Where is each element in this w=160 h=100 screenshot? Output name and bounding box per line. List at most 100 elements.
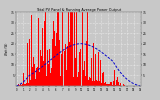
Bar bbox=[61, 54, 62, 86]
Bar bbox=[31, 15, 32, 86]
Bar bbox=[37, 67, 38, 86]
Bar bbox=[80, 49, 81, 86]
Bar bbox=[93, 43, 94, 86]
Bar bbox=[92, 81, 93, 86]
Bar bbox=[49, 49, 50, 86]
Bar bbox=[96, 80, 97, 86]
Bar bbox=[20, 84, 21, 86]
Bar bbox=[27, 78, 28, 86]
Bar bbox=[53, 21, 54, 86]
Bar bbox=[32, 67, 33, 86]
Bar bbox=[45, 12, 46, 86]
Bar bbox=[79, 52, 80, 86]
Bar bbox=[84, 60, 85, 86]
Bar bbox=[50, 73, 51, 86]
Bar bbox=[119, 84, 120, 86]
Bar bbox=[88, 80, 89, 86]
Bar bbox=[39, 72, 40, 86]
Bar bbox=[24, 84, 25, 86]
Bar bbox=[55, 46, 56, 86]
Bar bbox=[70, 12, 71, 86]
Bar bbox=[42, 28, 43, 86]
Bar bbox=[52, 39, 53, 86]
Bar bbox=[85, 76, 86, 86]
Bar bbox=[71, 12, 72, 86]
Bar bbox=[114, 70, 115, 86]
Bar bbox=[107, 84, 108, 86]
Bar bbox=[46, 76, 47, 86]
Bar bbox=[86, 41, 87, 86]
Bar bbox=[83, 70, 84, 86]
Bar bbox=[57, 12, 58, 86]
Bar bbox=[58, 12, 59, 86]
Bar bbox=[34, 64, 35, 86]
Bar bbox=[99, 81, 100, 86]
Bar bbox=[21, 85, 22, 86]
Bar bbox=[33, 57, 34, 86]
Bar bbox=[104, 83, 105, 86]
Bar bbox=[105, 82, 106, 86]
Bar bbox=[102, 73, 103, 86]
Y-axis label: Watt (W): Watt (W) bbox=[5, 43, 9, 55]
Bar bbox=[120, 83, 121, 86]
Bar bbox=[111, 82, 112, 86]
Bar bbox=[69, 42, 70, 86]
Bar bbox=[48, 64, 49, 86]
Bar bbox=[30, 80, 31, 86]
Bar bbox=[89, 77, 90, 86]
Bar bbox=[59, 40, 60, 86]
Bar bbox=[101, 83, 102, 86]
Bar bbox=[54, 31, 55, 86]
Bar bbox=[94, 81, 95, 86]
Bar bbox=[47, 50, 48, 86]
Bar bbox=[35, 79, 36, 86]
Bar bbox=[123, 84, 124, 86]
Bar bbox=[68, 12, 69, 86]
Bar bbox=[77, 77, 78, 86]
Bar bbox=[103, 72, 104, 86]
Bar bbox=[51, 68, 52, 86]
Title: Total PV Panel & Running Average Power Output: Total PV Panel & Running Average Power O… bbox=[36, 8, 121, 12]
Bar bbox=[74, 12, 75, 86]
Bar bbox=[40, 75, 41, 86]
Bar bbox=[97, 81, 98, 86]
Bar bbox=[108, 84, 109, 86]
Bar bbox=[110, 82, 111, 86]
Bar bbox=[60, 76, 61, 86]
Bar bbox=[87, 12, 88, 86]
Bar bbox=[64, 51, 65, 86]
Bar bbox=[22, 84, 23, 86]
Bar bbox=[98, 52, 99, 86]
Bar bbox=[72, 12, 73, 86]
Bar bbox=[25, 84, 26, 86]
Bar bbox=[75, 57, 76, 86]
Bar bbox=[44, 21, 45, 86]
Bar bbox=[113, 81, 114, 86]
Bar bbox=[18, 84, 19, 86]
Bar bbox=[43, 61, 44, 86]
Bar bbox=[118, 82, 119, 86]
Bar bbox=[26, 83, 27, 86]
Bar bbox=[100, 60, 101, 86]
Bar bbox=[76, 12, 77, 86]
Bar bbox=[41, 56, 42, 86]
Bar bbox=[66, 70, 67, 86]
Bar bbox=[56, 33, 57, 86]
Bar bbox=[23, 73, 24, 86]
Bar bbox=[38, 18, 39, 86]
Bar bbox=[63, 32, 64, 86]
Bar bbox=[81, 27, 82, 86]
Bar bbox=[29, 39, 30, 86]
Bar bbox=[82, 12, 83, 86]
Bar bbox=[124, 85, 125, 86]
Bar bbox=[115, 85, 116, 86]
Bar bbox=[19, 85, 20, 86]
Bar bbox=[36, 68, 37, 86]
Bar bbox=[106, 84, 107, 86]
Bar bbox=[109, 84, 110, 86]
Bar bbox=[67, 46, 68, 86]
Bar bbox=[28, 84, 29, 86]
Bar bbox=[73, 77, 74, 86]
Bar bbox=[116, 80, 117, 86]
Bar bbox=[65, 44, 66, 86]
